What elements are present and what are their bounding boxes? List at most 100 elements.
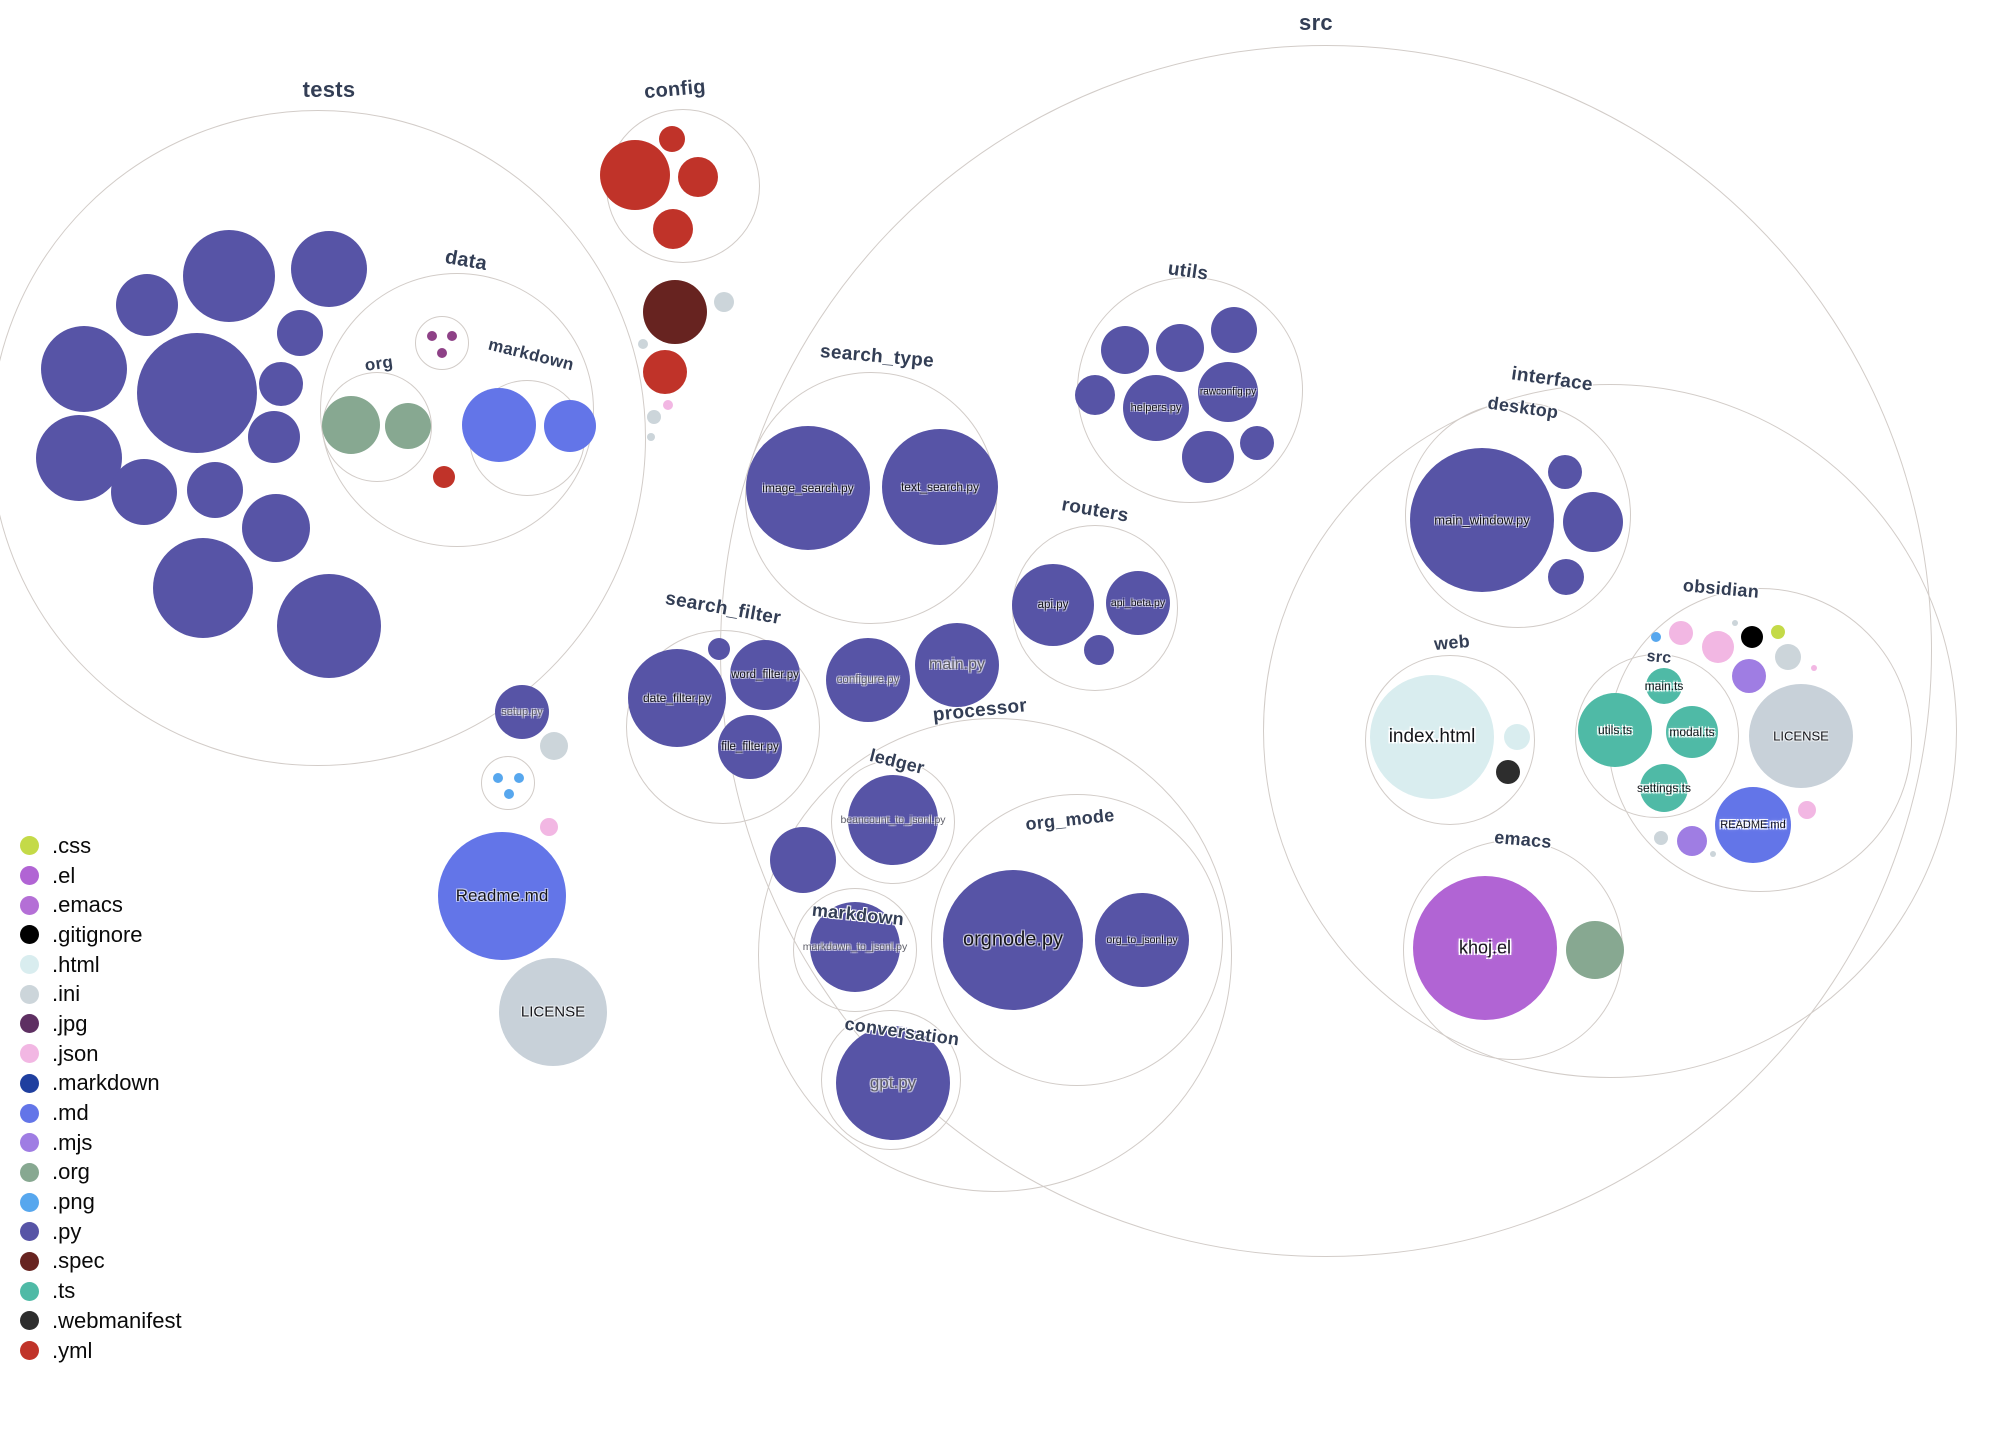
file-circle-py-8[interactable] — [1101, 326, 1149, 374]
file-circle-yml-54[interactable] — [659, 126, 685, 152]
file-circle-py-15[interactable] — [1240, 426, 1274, 460]
file-circle-webmanifest-31[interactable] — [1496, 760, 1520, 784]
file-circle-mjs-46[interactable] — [1732, 659, 1766, 693]
file-circle-ini-59[interactable] — [638, 339, 648, 349]
folder-circle-search_filter[interactable] — [626, 630, 820, 824]
file-circle-word_filter-py-3[interactable] — [730, 640, 800, 710]
file-circle-py-85[interactable] — [137, 333, 257, 453]
file-circle-py-9[interactable] — [1156, 324, 1204, 372]
file-circle-py-90[interactable] — [187, 462, 243, 518]
file-circle-readme-md-48[interactable] — [1715, 787, 1791, 863]
file-circle-yml-53[interactable] — [600, 140, 670, 210]
file-circle-ini-41[interactable] — [1732, 620, 1738, 626]
file-circle-md-77[interactable] — [462, 388, 536, 462]
file-circle-image_search-py-0[interactable] — [746, 426, 870, 550]
folder-circle-org_mode[interactable] — [931, 794, 1223, 1086]
file-circle-org-33[interactable] — [1566, 921, 1624, 979]
folder-circle-obsidian-src[interactable] — [1575, 654, 1739, 818]
file-circle-py-86[interactable] — [259, 362, 303, 406]
file-circle-main_window-py-25[interactable] — [1410, 448, 1554, 592]
file-circle-json-69[interactable] — [540, 818, 558, 836]
file-circle-jpg-73[interactable] — [447, 331, 457, 341]
file-circle-css-43[interactable] — [1771, 625, 1785, 639]
file-circle-khoj-el-32[interactable] — [1413, 876, 1557, 1020]
folder-circle-proc-markdown[interactable] — [793, 888, 917, 1012]
file-circle-text_search-py-1[interactable] — [882, 429, 998, 545]
file-circle-py-84[interactable] — [41, 326, 127, 412]
file-circle-py-28[interactable] — [1548, 559, 1584, 595]
file-circle-json-61[interactable] — [663, 400, 673, 410]
file-circle-markdown_to_jsonl-py-21[interactable] — [810, 902, 900, 992]
file-circle-py-19[interactable] — [770, 827, 836, 893]
file-circle-beancount_to_jsonl-py-20[interactable] — [848, 775, 938, 865]
file-circle-ini-52[interactable] — [1710, 851, 1716, 857]
file-circle-json-49[interactable] — [1798, 801, 1816, 819]
file-circle-file_filter-py-5[interactable] — [718, 715, 782, 779]
file-circle-rawconfig-py-11[interactable] — [1198, 362, 1258, 422]
file-circle-org_to_jsonl-py-23[interactable] — [1095, 893, 1189, 987]
file-circle-py-92[interactable] — [153, 538, 253, 638]
file-circle-json-45[interactable] — [1811, 665, 1817, 671]
file-circle-utils-ts-35[interactable] — [1578, 693, 1652, 767]
file-circle-spec-57[interactable] — [643, 280, 707, 344]
file-circle-mjs-51[interactable] — [1677, 826, 1707, 856]
file-circle-py-88[interactable] — [36, 415, 122, 501]
file-circle-json-40[interactable] — [1702, 631, 1734, 663]
file-circle-org-76[interactable] — [385, 403, 431, 449]
file-circle-py-93[interactable] — [277, 574, 381, 678]
folder-circle-web[interactable] — [1365, 655, 1535, 825]
file-circle-png-67[interactable] — [514, 773, 524, 783]
file-circle-py-13[interactable] — [1075, 375, 1115, 415]
file-circle-ini-65[interactable] — [540, 732, 568, 760]
file-circle-helpers-py-12[interactable] — [1123, 375, 1189, 441]
file-circle-gitignore-42[interactable] — [1741, 626, 1763, 648]
file-circle-ini-63[interactable] — [647, 433, 655, 441]
file-circle-main-py-7[interactable] — [915, 623, 999, 707]
file-circle-py-87[interactable] — [248, 411, 300, 463]
file-circle-yml-60[interactable] — [643, 350, 687, 394]
file-circle-py-18[interactable] — [1084, 635, 1114, 665]
file-circle-modal-ts-36[interactable] — [1666, 706, 1718, 758]
file-circle-api-py-16[interactable] — [1012, 564, 1094, 646]
file-circle-py-83[interactable] — [277, 310, 323, 356]
file-circle-py-91[interactable] — [242, 494, 310, 562]
file-circle-py-80[interactable] — [183, 230, 275, 322]
file-circle-py-81[interactable] — [291, 231, 367, 307]
file-circle-yml-56[interactable] — [653, 209, 693, 249]
folder-circle-processor[interactable] — [758, 718, 1232, 1192]
file-circle-jpg-72[interactable] — [427, 331, 437, 341]
file-circle-png-38[interactable] — [1651, 632, 1661, 642]
folder-circle-interface[interactable] — [1263, 384, 1957, 1078]
file-circle-index-html-29[interactable] — [1370, 675, 1494, 799]
folder-circle-root-sub[interactable] — [481, 756, 535, 810]
folder-circle-data[interactable] — [320, 273, 594, 547]
file-circle-orgnode-py-22[interactable] — [943, 870, 1083, 1010]
file-circle-py-26[interactable] — [1548, 455, 1582, 489]
folder-circle-tests[interactable] — [0, 110, 646, 766]
folder-circle-data-sub[interactable] — [415, 316, 469, 370]
file-circle-html-30[interactable] — [1504, 724, 1530, 750]
file-circle-gpt-py-24[interactable] — [836, 1026, 950, 1140]
folder-circle-conversation[interactable] — [821, 1010, 961, 1150]
file-circle-api_beta-py-17[interactable] — [1106, 571, 1170, 635]
file-circle-ini-62[interactable] — [647, 410, 661, 424]
file-circle-md-78[interactable] — [544, 400, 596, 452]
file-circle-license-47[interactable] — [1749, 684, 1853, 788]
file-circle-png-68[interactable] — [504, 789, 514, 799]
file-circle-py-82[interactable] — [116, 274, 178, 336]
folder-circle-desktop[interactable] — [1405, 402, 1631, 628]
file-circle-readme-md-70[interactable] — [438, 832, 566, 960]
file-circle-setup-py-64[interactable] — [495, 685, 549, 739]
file-circle-py-10[interactable] — [1211, 307, 1257, 353]
file-circle-settings-ts-37[interactable] — [1640, 764, 1688, 812]
file-circle-configure-py-6[interactable] — [826, 638, 910, 722]
file-circle-jpg-74[interactable] — [437, 348, 447, 358]
file-circle-ini-50[interactable] — [1654, 831, 1668, 845]
file-circle-yml-55[interactable] — [678, 157, 718, 197]
file-circle-py-89[interactable] — [111, 459, 177, 525]
file-circle-yml-79[interactable] — [433, 466, 455, 488]
file-circle-py-14[interactable] — [1182, 431, 1234, 483]
file-circle-license-71[interactable] — [499, 958, 607, 1066]
file-circle-png-66[interactable] — [493, 773, 503, 783]
folder-circle-ledger[interactable] — [831, 760, 955, 884]
